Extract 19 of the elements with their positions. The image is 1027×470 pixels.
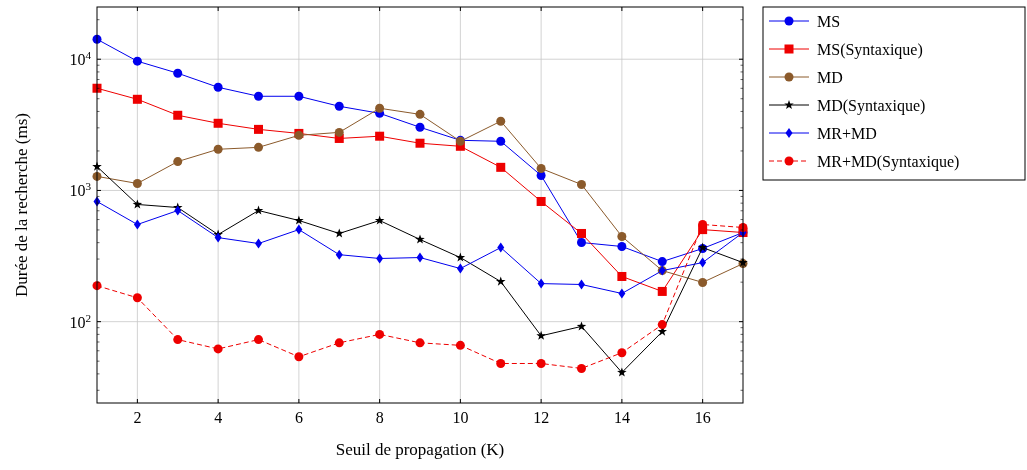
x-tick-label: 8 <box>375 409 384 426</box>
legend-label: MD <box>817 69 843 86</box>
x-tick-label: 14 <box>613 409 630 426</box>
x-axis-title: Seuil de propagation (K) <box>335 440 505 459</box>
y-tick-label: 10$^{2}$ <box>69 311 91 331</box>
legend-label: MR+MD <box>817 125 877 142</box>
y-tick-label: 10$^{3}$ <box>69 180 92 200</box>
x-tick-label: 2 <box>133 409 142 426</box>
legend-label: MS <box>817 13 841 30</box>
legend-label: MS(Syntaxique) <box>817 41 923 59</box>
x-tick-label: 10 <box>452 409 469 426</box>
legend-label: MR+MD(Syntaxique) <box>817 153 960 171</box>
x-tick-label: 4 <box>214 409 223 426</box>
y-axis-title: Durée de la recherche (ms) <box>12 112 31 298</box>
x-tick-label: 12 <box>533 409 550 426</box>
x-tick-label: 16 <box>694 409 711 426</box>
legend-label: MD(Syntaxique) <box>817 97 926 115</box>
y-tick-label: 10$^{4}$ <box>69 49 92 69</box>
x-tick-label: 6 <box>294 409 303 426</box>
